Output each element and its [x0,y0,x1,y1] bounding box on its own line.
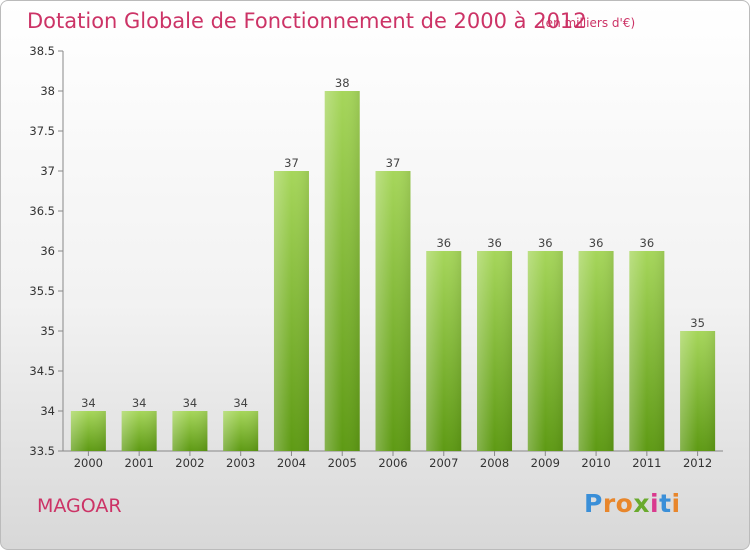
bar-sheen-2000 [70,411,106,451]
x-tick-label: 2011 [632,456,661,470]
chart-unit: (en milliers d'€) [541,16,636,30]
bar-sheen-2010 [578,251,614,451]
data-label: 36 [640,236,655,250]
bar-sheen-2012 [680,331,716,451]
proxiti-logo[interactable]: Proxiti [584,489,681,518]
data-label: 34 [233,396,248,410]
bar-sheen-2006 [375,171,411,451]
y-tick-label: 34.5 [29,364,55,378]
x-tick-label: 2003 [226,456,255,470]
y-tick-label: 38 [40,84,55,98]
data-label: 34 [81,396,96,410]
data-label: 34 [183,396,198,410]
bar-sheen-2011 [629,251,665,451]
bar-sheen-2009 [527,251,563,451]
data-label: 36 [436,236,451,250]
x-tick-label: 2008 [480,456,509,470]
logo-letter: x [633,489,650,518]
y-tick-label: 38.5 [29,44,55,58]
x-tick-label: 2006 [378,456,407,470]
commune-name: MAGOAR [37,495,122,517]
y-tick-label: 36 [40,244,55,258]
y-tick-label: 37.5 [29,124,55,138]
logo-letter: t [659,489,672,518]
y-tick-label: 33.5 [29,444,55,458]
bar-sheen-2005 [324,91,360,451]
y-axis: 33.5 34 34.5 35 35.5 36 36.5 37 37.5 38 38.5 [29,44,64,458]
data-labels: 34 34 34 34 37 38 37 36 36 36 36 36 35 [81,76,705,410]
logo-letter: o [615,489,634,518]
bar-sheen-2002 [172,411,208,451]
chart-title: Dotation Globale de Fonctionnement de 20… [27,9,587,33]
x-tick-label: 2012 [683,456,712,470]
x-tick-label: 2000 [74,456,103,470]
data-label: 36 [538,236,553,250]
bar-sheen-2007 [426,251,462,451]
x-tick-label: 2007 [429,456,458,470]
x-tick-label: 2002 [175,456,204,470]
x-tick-label: 2010 [581,456,610,470]
x-axis: 2000 2001 2002 2003 2004 2005 2006 2007 2008 2009… [63,450,723,470]
bar-series [70,91,716,451]
x-tick-label: 2009 [531,456,560,470]
x-tick-label: 2001 [125,456,154,470]
logo-letter: i [671,489,681,518]
bar-sheen-2001 [121,411,157,451]
data-label: 37 [386,156,401,170]
y-tick-label: 35 [40,324,55,338]
logo-letter: P [584,489,603,518]
bar-sheen-2003 [223,411,259,451]
data-label: 34 [132,396,147,410]
data-label: 36 [487,236,502,250]
logo-letter: i [650,489,660,518]
data-label: 36 [589,236,604,250]
bar-sheen-2008 [477,251,513,451]
y-tick-label: 34 [40,404,55,418]
bar-sheen-2004 [273,171,309,451]
logo-letter: r [602,489,616,518]
y-tick-label: 36.5 [29,204,55,218]
y-tick-label: 35.5 [29,284,55,298]
data-label: 35 [690,316,705,330]
data-label: 37 [284,156,299,170]
x-tick-label: 2005 [328,456,357,470]
y-tick-label: 37 [40,164,55,178]
data-label: 38 [335,76,350,90]
x-tick-label: 2004 [277,456,306,470]
